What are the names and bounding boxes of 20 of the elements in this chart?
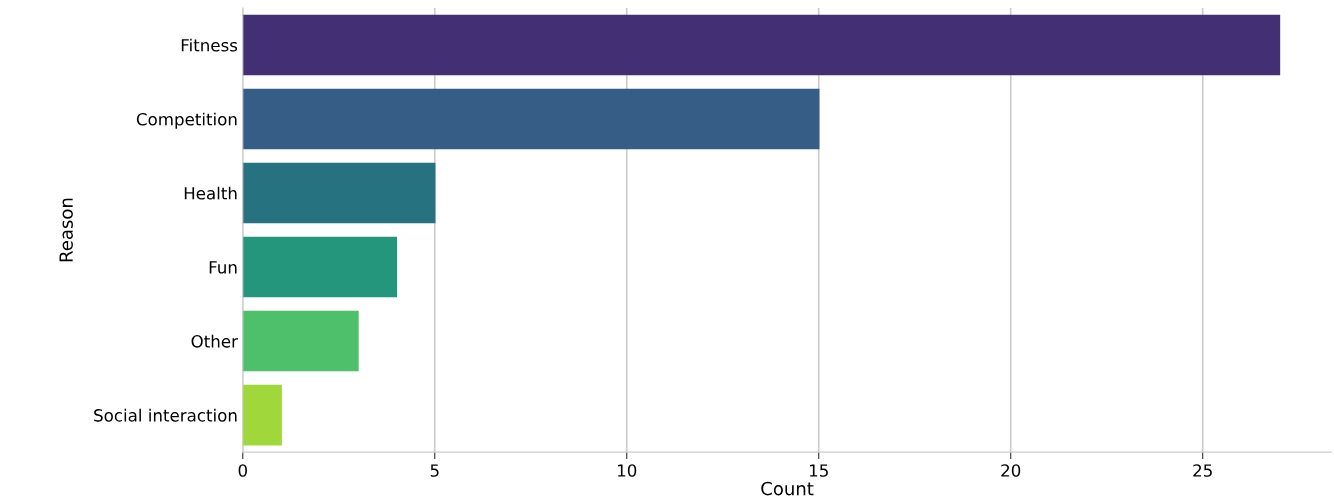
- x-tick-label: 20: [1001, 464, 1021, 477]
- y-tick-label: Other: [191, 334, 238, 348]
- bar: [242, 384, 282, 446]
- bar: [242, 14, 1281, 76]
- y-tick-label: Social interaction: [94, 408, 237, 422]
- y-tick-label: Competition: [136, 112, 237, 129]
- y-tick-label: Fun: [209, 261, 237, 274]
- x-axis-title: Count: [761, 481, 814, 496]
- x-tick-label: 5: [430, 464, 439, 477]
- y-tick-label: Fitness: [181, 38, 238, 52]
- y-tick-label: Health: [184, 186, 237, 200]
- bar: [242, 162, 436, 224]
- x-tick-label: 0: [238, 464, 247, 477]
- x-tick-label: 10: [617, 464, 637, 477]
- y-axis-title: Reason: [59, 198, 73, 262]
- bar: [242, 310, 359, 372]
- bar: [242, 88, 820, 150]
- x-tick-label: 25: [1193, 464, 1212, 477]
- x-tick-label: 15: [809, 464, 828, 477]
- bar: [242, 236, 398, 298]
